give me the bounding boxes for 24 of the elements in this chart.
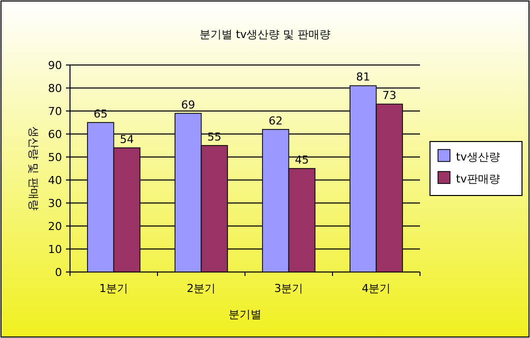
data-label: 69 (181, 98, 196, 112)
y-tick-label: 60 (48, 128, 62, 141)
x-tick-label: 2분기 (186, 282, 216, 295)
data-label: 62 (268, 114, 283, 128)
data-label: 81 (356, 70, 370, 84)
y-tick-label: 70 (48, 105, 62, 118)
x-tick-label: 1분기 (99, 282, 128, 295)
data-label: 54 (120, 132, 134, 146)
legend-label: tv판매량 (456, 172, 500, 186)
y-tick-label: 80 (48, 82, 62, 95)
legend-label: tv생산량 (456, 150, 500, 164)
data-label: 73 (382, 89, 396, 102)
y-tick-label: 20 (48, 220, 62, 233)
y-tick-label: 10 (48, 243, 62, 256)
y-tick-label: 30 (48, 197, 62, 210)
y-tick-label: 50 (48, 151, 62, 164)
x-axis-title: 분기별 (228, 308, 262, 321)
chart-title: 분기별 tv생산량 및 판매량 (199, 28, 331, 41)
y-tick-label: 40 (48, 174, 62, 187)
y-tick-label: 0 (55, 266, 62, 279)
x-tick-label: 3분기 (274, 282, 304, 295)
y-tick-label: 90 (48, 59, 62, 72)
x-tick-label: 4분기 (362, 282, 391, 295)
y-axis-title: 생산량 및 판매량 (27, 126, 40, 210)
